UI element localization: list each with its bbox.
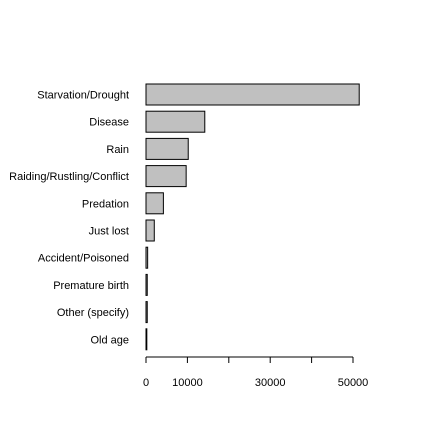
- category-label-1: Disease: [89, 117, 129, 129]
- bar-1: [145, 110, 206, 133]
- bar-8: [145, 301, 148, 324]
- category-labels-layer: Starvation/Drought Disease Rain Raiding/Rus…: [9, 90, 129, 347]
- bars-layer: [145, 83, 360, 351]
- bar-0: [145, 83, 360, 106]
- category-label-3: Raiding/Rustling/Conflict: [9, 171, 129, 183]
- bar-7: [145, 273, 148, 296]
- bar-9: [145, 328, 148, 351]
- x-tick-label-5: 50000: [338, 377, 369, 389]
- bar-2: [145, 137, 189, 160]
- bar-5: [145, 219, 155, 242]
- category-label-8: Other (specify): [57, 307, 129, 319]
- x-tick-label-1: 10000: [172, 377, 203, 389]
- bar-4: [145, 192, 164, 215]
- category-label-9: Old age: [90, 334, 129, 346]
- x-axis: 0 10000 30000 50000: [143, 356, 369, 389]
- category-label-2: Rain: [106, 144, 129, 156]
- bar-3: [145, 165, 187, 188]
- category-label-0: Starvation/Drought: [37, 90, 129, 102]
- category-label-5: Just lost: [89, 226, 129, 238]
- category-label-4: Predation: [82, 198, 129, 210]
- category-label-6: Accident/Poisoned: [38, 253, 129, 265]
- category-label-7: Premature birth: [53, 280, 129, 292]
- x-tick-label-0: 0: [143, 377, 149, 389]
- bar-6: [145, 246, 149, 269]
- x-tick-label-3: 30000: [255, 377, 286, 389]
